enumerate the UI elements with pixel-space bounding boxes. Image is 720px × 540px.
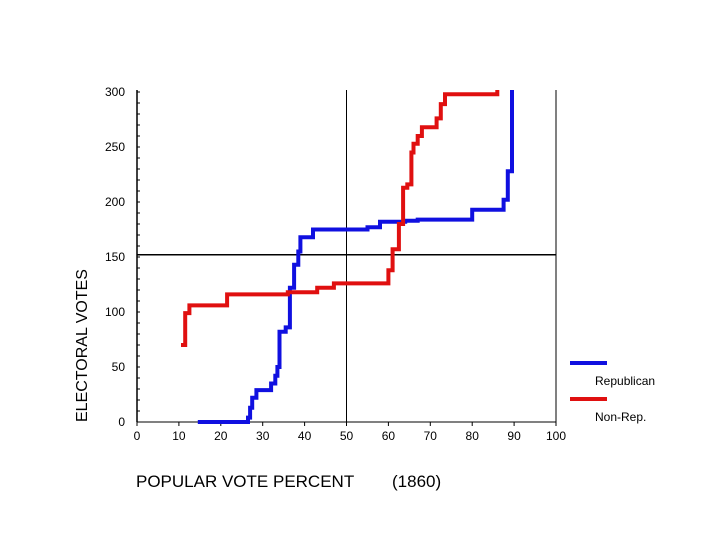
legend: Republican Non-Rep.	[570, 361, 655, 424]
series-line-non-rep	[181, 90, 500, 347]
x-axis-note: (1860)	[392, 472, 441, 491]
y-tick-label: 150	[105, 250, 125, 264]
y-tick-labels: 0 50 100 150 200 250 300	[105, 85, 125, 429]
x-tick-label: 80	[466, 429, 480, 443]
legend-label-non-rep: Non-Rep.	[595, 410, 646, 424]
x-tick-label: 70	[424, 429, 438, 443]
x-tick-label: 20	[214, 429, 228, 443]
y-tick-label: 200	[105, 195, 125, 209]
x-tick-label: 90	[507, 429, 521, 443]
legend-label-republican: Republican	[595, 374, 655, 388]
x-tick-label: 40	[298, 429, 312, 443]
y-axis-title: ELECTORAL VOTES	[74, 269, 91, 422]
x-tick-label: 100	[546, 429, 566, 443]
y-tick-label: 50	[112, 360, 126, 374]
series-lines	[181, 90, 514, 424]
x-tick-label: 30	[256, 429, 270, 443]
y-tick-label: 0	[118, 415, 125, 429]
series-line-republican	[197, 90, 514, 424]
x-axis-title: POPULAR VOTE PERCENT	[136, 472, 354, 491]
x-tick-label: 0	[134, 429, 141, 443]
x-tick-label: 10	[172, 429, 186, 443]
y-minor-ticks	[137, 91, 140, 423]
x-tick-label: 50	[340, 429, 354, 443]
x-tick-label: 60	[382, 429, 396, 443]
y-tick-label: 100	[105, 305, 125, 319]
x-tick-labels: 0 10 20 30 40 50 60 70 80 90 100	[134, 422, 566, 443]
y-tick-label: 300	[105, 85, 125, 99]
y-tick-label: 250	[105, 140, 125, 154]
reference-lines	[137, 90, 556, 422]
